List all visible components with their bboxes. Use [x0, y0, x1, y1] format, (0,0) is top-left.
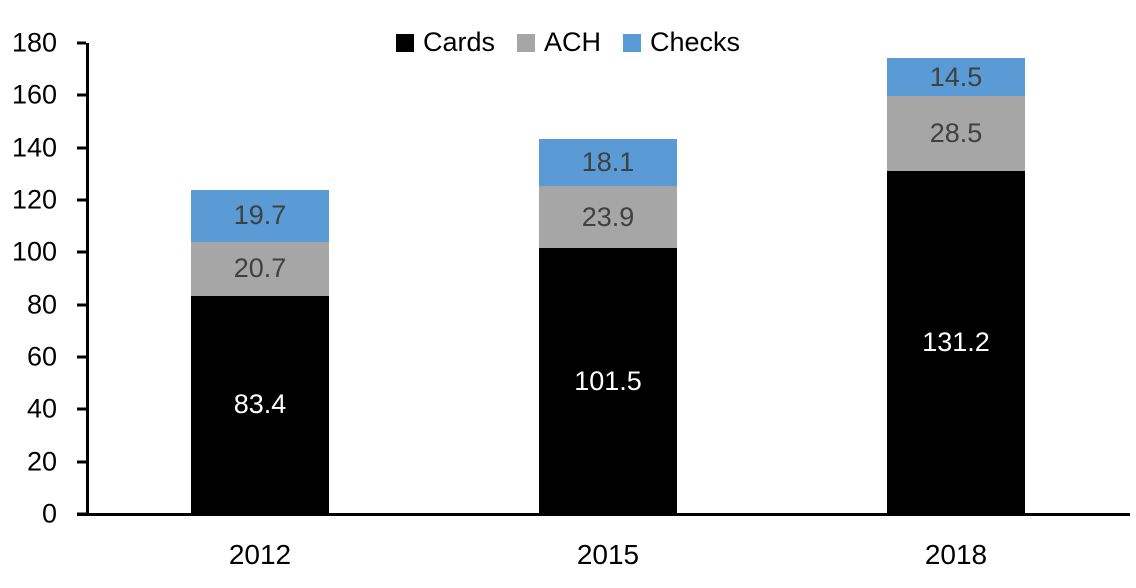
bar-slot-2012: 83.4 20.7 19.7: [86, 43, 434, 514]
legend: Cards ACH Checks: [0, 29, 1136, 56]
y-axis-tick-mark: [77, 41, 86, 45]
y-axis-tick-mark: [77, 355, 86, 359]
x-axis-labels: 2012 2015 2018: [86, 541, 1130, 569]
bar-segment-2015-ach: 23.9: [539, 185, 677, 249]
bar-segment-2018-ach: 28.5: [887, 96, 1025, 171]
y-axis-tick-label: 160: [11, 79, 57, 110]
bar-value-label: 28.5: [929, 117, 983, 148]
bar-value-label: 14.5: [929, 61, 983, 92]
bar-slot-2015: 101.5 23.9 18.1: [434, 43, 782, 514]
x-axis-category-label: 2018: [924, 539, 988, 570]
y-axis-tick-label: 0: [41, 498, 57, 529]
y-axis-tick-label: 140: [11, 132, 57, 163]
bar-segment-2015-cards: 101.5: [539, 248, 677, 514]
y-axis-tick-mark: [77, 198, 86, 202]
bar-segment-2018-checks: 14.5: [887, 58, 1025, 97]
y-axis-tick-label: 60: [26, 341, 57, 372]
plot-area: 83.4 20.7 19.7 101.5 23.9 18.1 131.2 28.5 14.5: [77, 41, 1130, 516]
bar-segment-2012-cards: 83.4: [191, 295, 329, 514]
legend-item-ach: ACH: [516, 27, 601, 57]
bar-2012: 83.4 20.7 19.7: [191, 43, 329, 514]
bar-segment-2018-cards: 131.2: [887, 170, 1025, 514]
bar-segment-2012-ach: 20.7: [191, 241, 329, 296]
bar-value-label: 20.7: [233, 253, 287, 284]
bar-value-label: 19.7: [233, 200, 287, 231]
legend-item-checks: Checks: [623, 29, 740, 56]
bar-value-label: 23.9: [581, 201, 635, 232]
y-axis-tick-mark: [77, 250, 86, 254]
bar-value-label: 18.1: [581, 146, 635, 177]
y-axis-tick-label: 80: [26, 289, 57, 320]
y-axis-tick-mark: [77, 303, 86, 307]
bars-area: 83.4 20.7 19.7 101.5 23.9 18.1 131.2 28.5 14.5: [86, 43, 1130, 514]
legend-item-cards: Cards: [395, 27, 495, 57]
y-axis-tick-mark: [77, 460, 86, 464]
y-axis-tick-label: 100: [11, 236, 57, 267]
bar-value-label: 131.2: [922, 326, 990, 357]
bar-segment-2012-checks: 19.7: [191, 190, 329, 242]
y-axis-tick-label: 120: [11, 184, 57, 215]
y-axis-tick-label: 40: [26, 393, 57, 424]
legend-swatch-icon: [395, 33, 414, 52]
y-axis-tick-mark: [77, 93, 86, 97]
bar-segment-2015-checks: 18.1: [539, 138, 677, 186]
legend-swatch-icon: [623, 33, 641, 52]
y-axis-tick-mark: [77, 407, 86, 411]
legend-swatch-icon: [516, 33, 535, 52]
bar-slot-2018: 131.2 28.5 14.5: [782, 43, 1130, 514]
y-axis-labels: 0 20 40 60 80 100 120 140 160 180: [0, 29, 57, 527]
legend-label: ACH: [543, 27, 601, 57]
legend-label: Checks: [650, 27, 741, 57]
y-axis-line: [86, 43, 89, 514]
legend-label: Cards: [422, 27, 495, 57]
x-axis-line: [77, 513, 1130, 516]
bar-value-label: 101.5: [574, 365, 642, 396]
y-axis-tick-mark: [77, 146, 86, 150]
bar-value-label: 83.4: [233, 389, 287, 420]
y-axis-tick-label: 180: [11, 27, 57, 58]
bar-2015: 101.5 23.9 18.1: [539, 43, 677, 514]
x-axis-category-label: 2015: [576, 539, 640, 570]
y-axis-tick-label: 20: [26, 446, 57, 477]
x-axis-category-label: 2012: [228, 539, 292, 570]
bar-2018: 131.2 28.5 14.5: [887, 43, 1025, 514]
